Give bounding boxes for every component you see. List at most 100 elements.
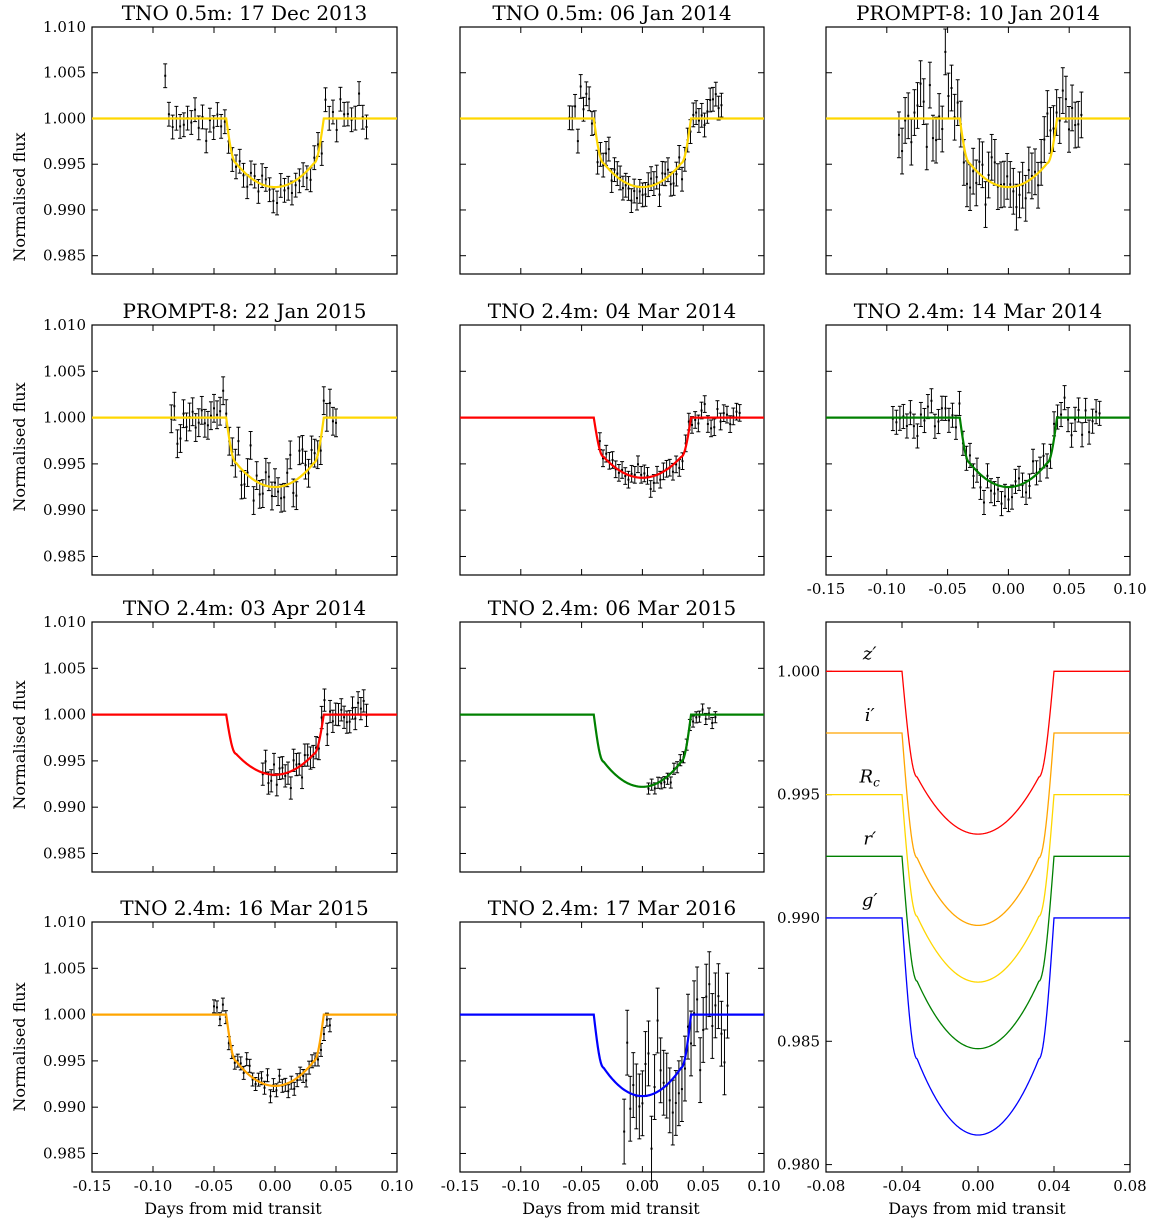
data-point — [231, 158, 234, 161]
data-point — [1091, 420, 1094, 423]
data-point — [1046, 464, 1049, 467]
data-point — [249, 444, 252, 447]
data-point — [650, 177, 653, 180]
data-point — [269, 1095, 272, 1098]
data-point — [656, 1019, 659, 1022]
data-point — [216, 413, 219, 416]
data-point — [678, 466, 681, 469]
data-point — [904, 119, 907, 122]
data-point — [703, 403, 706, 406]
data-point — [315, 746, 318, 749]
data-point — [289, 787, 292, 790]
data-point — [913, 111, 916, 114]
ytick-label: 1.000 — [777, 662, 820, 680]
ytick-label: 1.010 — [43, 18, 86, 36]
data-point — [289, 453, 292, 456]
data-point — [644, 193, 647, 196]
xtick-label: -0.08 — [807, 1177, 845, 1195]
data-point — [614, 468, 617, 471]
data-point — [268, 188, 271, 191]
data-point — [672, 182, 675, 185]
data-point — [1007, 498, 1010, 501]
data-point — [638, 190, 641, 193]
data-point — [897, 133, 900, 136]
data-point — [630, 472, 633, 475]
data-point — [723, 1061, 726, 1064]
data-point — [278, 767, 281, 770]
model-curve — [826, 117, 1130, 189]
data-point — [937, 420, 940, 423]
data-point — [319, 449, 322, 452]
data-point — [629, 1107, 632, 1110]
data-point — [993, 161, 996, 164]
data-point — [343, 113, 346, 116]
band-label: i′ — [865, 705, 875, 726]
data-point — [309, 178, 312, 181]
data-point — [246, 471, 249, 474]
data-point — [636, 463, 639, 466]
data-point — [273, 763, 276, 766]
data-point — [668, 1099, 671, 1102]
xtick-label: 0.04 — [1037, 1177, 1070, 1195]
data-point — [681, 178, 684, 181]
xtick-label: 0.00 — [961, 1177, 994, 1195]
data-point — [624, 184, 627, 187]
data-point — [317, 1058, 320, 1061]
data-point — [711, 1024, 714, 1027]
data-point — [350, 118, 353, 121]
data-point — [579, 85, 582, 88]
data-point — [317, 143, 320, 146]
data-point — [972, 474, 975, 477]
data-point — [205, 139, 208, 142]
data-point — [709, 98, 712, 101]
data-point — [922, 100, 925, 103]
data-point — [675, 173, 678, 176]
plot-frame — [459, 324, 765, 576]
data-point — [345, 721, 348, 724]
data-point — [1009, 183, 1012, 186]
ytick-label: 1.000 — [43, 1006, 86, 1024]
data-point — [263, 1086, 266, 1089]
data-point — [907, 114, 910, 117]
band-curve-orange — [826, 732, 1130, 927]
data-point — [200, 409, 203, 412]
ytick-label: 0.985 — [43, 547, 86, 565]
data-point — [1058, 119, 1061, 122]
data-point — [201, 115, 204, 118]
data-point — [912, 425, 915, 428]
data-point — [706, 110, 709, 113]
model-curve — [92, 1013, 397, 1087]
panel-title: TNO 0.5m: 06 Jan 2014 — [492, 1, 731, 25]
ylabel-row2: Normalised flux — [10, 382, 29, 511]
data-point — [738, 411, 741, 414]
data-point — [258, 493, 261, 496]
panel-p10: TNO 2.4m: 16 Mar 2015 1.010 1.005 1.000 0.99… — [43, 896, 414, 1195]
data-point — [319, 1048, 322, 1051]
xtick-label: 0.00 — [626, 1177, 659, 1195]
data-point — [695, 111, 698, 114]
data-point — [1098, 412, 1101, 415]
ytick-label: 1.000 — [43, 109, 86, 127]
data-point — [275, 783, 278, 786]
data-point — [1088, 431, 1091, 434]
data-point — [219, 410, 222, 413]
band-label: g′ — [862, 890, 878, 911]
data-point — [277, 490, 280, 493]
data-point — [674, 1101, 677, 1104]
data-point — [299, 1072, 302, 1075]
model-curve — [460, 713, 764, 788]
data-point — [1067, 128, 1070, 131]
ytick-label: 1.005 — [43, 659, 86, 677]
data-point — [895, 421, 898, 424]
plot-frame — [91, 921, 398, 1173]
ylabel-row4: Normalised flux — [10, 982, 29, 1111]
data-point — [958, 402, 961, 405]
data-point — [925, 145, 928, 148]
data-point — [302, 1074, 305, 1077]
data-point — [1024, 197, 1027, 200]
data-point — [257, 190, 260, 193]
data-point — [633, 473, 636, 476]
data-point — [221, 1003, 224, 1006]
data-point — [303, 754, 306, 757]
data-point — [576, 140, 579, 143]
